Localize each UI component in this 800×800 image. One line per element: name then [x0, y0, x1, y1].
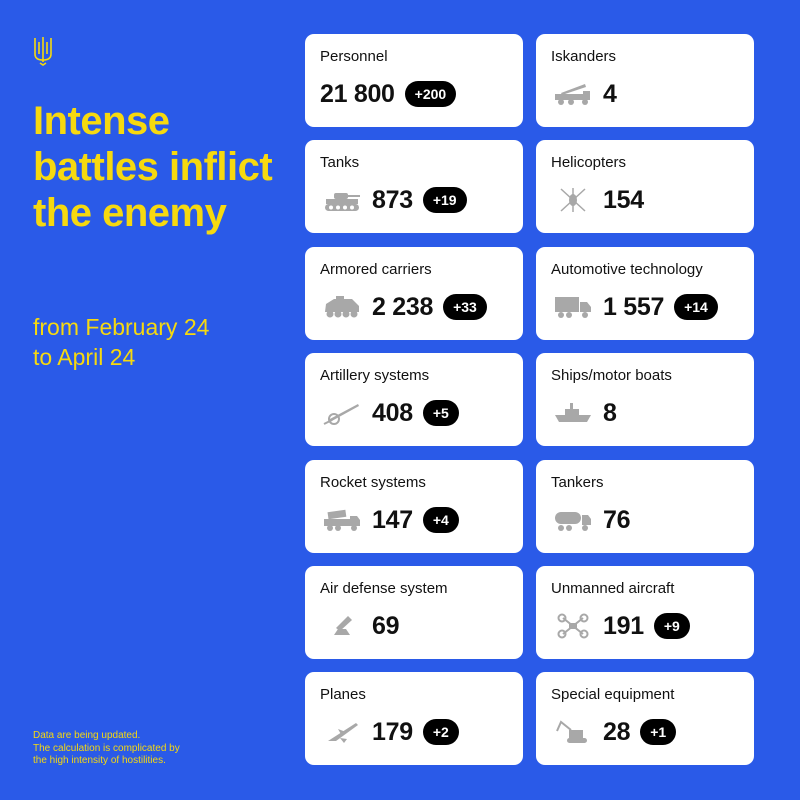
stat-card-helicopters: Helicopters 154: [536, 140, 754, 233]
stat-value: 154: [603, 185, 644, 214]
missile-launcher-icon: [551, 80, 595, 108]
stat-card-personnel: Personnel 21 800 +200: [305, 34, 523, 127]
stat-delta-badge: +4: [422, 507, 459, 533]
stat-label: Special equipment: [551, 686, 675, 703]
stat-card-special-equipment: Special equipment 28 +1: [536, 672, 754, 765]
stat-value: 28: [603, 717, 631, 746]
stat-row: 8: [551, 397, 617, 429]
footer-line: the high intensity of hostilities.: [33, 755, 166, 766]
stat-label: Helicopters: [551, 154, 627, 171]
stat-delta-badge: +200: [404, 81, 457, 107]
helicopter-icon: [551, 186, 595, 214]
date-range-from: from February 24: [33, 314, 210, 340]
truck-icon: [551, 293, 595, 321]
stat-card-automotive-technology: Automotive technology 1 557 +14: [536, 247, 754, 340]
rocket-system-icon: [320, 506, 364, 534]
tanker-truck-icon: [551, 506, 595, 534]
stat-row: 408 +5: [320, 397, 459, 429]
stat-delta-badge: +33: [443, 294, 487, 320]
stat-value: 2 238: [372, 292, 434, 321]
stat-label: Personnel: [320, 48, 388, 65]
stat-delta-badge: +1: [640, 719, 677, 745]
stat-row: 69: [320, 610, 400, 642]
stat-label: Air defense system: [320, 580, 448, 597]
stat-card-artillery-systems: Artillery systems 408 +5: [305, 353, 523, 446]
stat-delta-badge: +19: [422, 187, 467, 213]
stat-row: 191 +9: [551, 610, 690, 642]
date-range: from February 24 to April 24: [33, 312, 209, 372]
stat-value: 69: [372, 611, 400, 640]
stat-row: 154: [551, 184, 644, 216]
stat-value: 21 800: [320, 79, 395, 108]
stat-card-air-defense-system: Air defense system 69: [305, 566, 523, 659]
stat-label: Planes: [320, 686, 366, 703]
stat-value: 76: [603, 505, 631, 534]
air-defense-icon: [320, 612, 364, 640]
tank-icon: [320, 186, 364, 214]
trident-icon: [34, 37, 52, 66]
stat-label: Artillery systems: [320, 367, 430, 384]
stat-value: 179: [372, 717, 413, 746]
stat-card-planes: Planes 179 +2: [305, 672, 523, 765]
stat-value: 147: [372, 505, 413, 534]
stat-delta-badge: +5: [422, 400, 459, 426]
stat-card-ships-motor-boats: Ships/motor boats 8: [536, 353, 754, 446]
stat-value: 1 557: [603, 292, 665, 321]
stat-card-iskanders: Iskanders 4: [536, 34, 754, 127]
stat-label: Automotive technology: [551, 261, 703, 278]
stat-value: 4: [603, 79, 617, 108]
stat-value: 408: [372, 398, 413, 427]
stat-label: Tanks: [320, 154, 360, 171]
stat-label: Ships/motor boats: [551, 367, 672, 384]
stat-delta-badge: +2: [422, 719, 459, 745]
stat-label: Iskanders: [551, 48, 617, 65]
excavator-icon: [551, 718, 595, 746]
stat-value: 873: [372, 185, 413, 214]
ship-icon: [551, 399, 595, 427]
stat-delta-badge: +14: [674, 294, 718, 320]
stat-card-armored-carriers: Armored carriers 2 238 +33: [305, 247, 523, 340]
stat-row: 21 800 +200: [320, 78, 457, 110]
stat-label: Armored carriers: [320, 261, 432, 278]
stat-card-rocket-systems: Rocket systems 147 +4: [305, 460, 523, 553]
drone-icon: [551, 612, 595, 640]
stat-label: Unmanned aircraft: [551, 580, 675, 597]
stat-value: 8: [603, 398, 617, 427]
stat-row: 1 557 +14: [551, 291, 718, 323]
stat-delta-badge: +9: [653, 613, 690, 639]
plane-icon: [320, 718, 364, 746]
stat-row: 873 +19: [320, 184, 467, 216]
date-range-to: to April 24: [33, 344, 136, 370]
stat-row: 28 +1: [551, 716, 677, 748]
stat-row: 2 238 +33: [320, 291, 487, 323]
footer-line: Data are being updated.: [33, 730, 141, 741]
stat-label: Rocket systems: [320, 474, 426, 491]
artillery-icon: [320, 399, 364, 427]
stat-row: 76: [551, 504, 631, 536]
footer-line: The calculation is complicated by: [33, 742, 180, 754]
stat-card-tankers: Tankers 76: [536, 460, 754, 553]
stat-row: 147 +4: [320, 504, 459, 536]
stat-label: Tankers: [551, 474, 604, 491]
armored-carrier-icon: [320, 293, 364, 321]
stat-row: 179 +2: [320, 716, 459, 748]
stat-value: 191: [603, 611, 644, 640]
stat-row: 4: [551, 78, 617, 110]
stat-card-tanks: Tanks 873 +19: [305, 140, 523, 233]
page-title: Intense battles inflict the enemy: [33, 99, 273, 235]
stat-card-unmanned-aircraft: Unmanned aircraft 191 +9: [536, 566, 754, 659]
footer-note: Data are being updated. The calculation …: [33, 730, 180, 768]
